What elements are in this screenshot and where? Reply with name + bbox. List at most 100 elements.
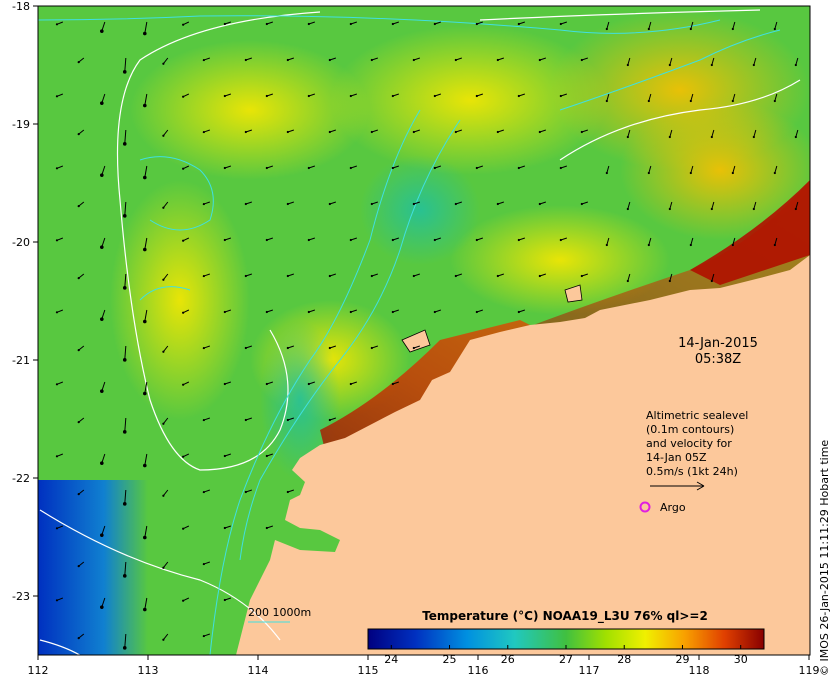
velocity-arrow-head (122, 142, 127, 146)
velocity-arrow-head (122, 70, 127, 74)
velocity-arrow-head (182, 383, 185, 386)
velocity-arrow-head (794, 207, 797, 211)
velocity-arrow-head (77, 205, 80, 208)
argo-label: Argo (660, 501, 686, 514)
velocity-arrow-head (265, 22, 268, 26)
velocity-arrow-head (349, 382, 352, 386)
velocity-arrow-head (647, 243, 650, 247)
altimetry-line: 14-Jan 05Z (646, 451, 707, 464)
velocity-arrow-head (202, 58, 205, 62)
velocity-arrow-head (244, 130, 247, 134)
velocity-arrow-head (223, 382, 226, 386)
velocity-arrow (144, 165, 148, 178)
velocity-arrow-head (475, 238, 478, 242)
velocity-arrow (144, 309, 148, 322)
velocity-arrow-head (265, 382, 268, 386)
velocity-arrow-head (162, 206, 165, 209)
colorbar-tick-label: 30 (734, 653, 748, 666)
lon-tick-label: 116 (468, 664, 489, 677)
velocity-arrow-head (202, 274, 205, 278)
velocity-arrow-head (100, 317, 104, 321)
velocity-arrow-head (433, 238, 436, 242)
velocity-arrow-head (605, 99, 608, 103)
velocity-arrow (162, 417, 169, 425)
velocity-arrow-head (370, 274, 373, 278)
velocity-arrow-head (647, 171, 650, 175)
velocity-arrow (627, 273, 631, 282)
velocity-arrow-head (559, 22, 562, 26)
lon-tick-label: 114 (248, 664, 269, 677)
velocity-arrow-head (731, 99, 734, 103)
lon-tick-label: 115 (358, 664, 379, 677)
longitude-axis: 112 113 114 115 116 117 118 119 (28, 655, 820, 677)
date-label: 14-Jan-2015 (678, 336, 758, 351)
velocity-arrow-head (773, 171, 776, 175)
velocity-arrow-head (454, 58, 457, 62)
velocity-arrow (124, 633, 127, 648)
velocity-arrow-head (100, 533, 104, 537)
velocity-arrow (795, 57, 799, 66)
velocity-arrow (144, 381, 148, 394)
velocity-arrow-head (202, 130, 205, 134)
velocity-arrow-head (244, 58, 247, 62)
velocity-arrow-head (794, 63, 797, 67)
velocity-arrow-head (328, 130, 331, 134)
velocity-arrow-head (223, 238, 226, 242)
velocity-arrow-head (475, 310, 478, 314)
velocity-arrow-head (370, 346, 373, 350)
velocity-arrow-head (605, 171, 608, 175)
velocity-arrow-head (55, 23, 59, 26)
velocity-arrow-head (182, 95, 185, 98)
velocity-arrow (774, 21, 778, 30)
velocity-arrow-head (182, 527, 185, 530)
altimetry-line: Altimetric sealevel (646, 409, 748, 422)
velocity-arrow-head (223, 526, 226, 530)
colorbar-tick-label: 25 (443, 653, 457, 666)
velocity-arrow-head (265, 310, 268, 314)
velocity-arrow-head (143, 391, 147, 396)
velocity-arrow-head (559, 238, 562, 242)
velocity-arrow (753, 129, 757, 138)
velocity-arrow-head (647, 99, 650, 103)
velocity-arrow-head (626, 207, 629, 211)
velocity-arrow-head (286, 490, 289, 494)
velocity-arrow (711, 201, 715, 210)
velocity-arrow (648, 93, 652, 102)
velocity-arrow-head (143, 463, 147, 468)
velocity-arrow-head (244, 490, 247, 494)
velocity-arrow-head (244, 346, 247, 350)
colorbar-ticks: 24 25 26 27 28 29 30 (384, 645, 748, 666)
velocity-arrow-head (370, 202, 373, 206)
velocity-arrow-head (328, 274, 331, 278)
velocity-arrow (711, 129, 715, 138)
velocity-arrow-head (244, 418, 247, 422)
velocity-arrow (669, 129, 673, 138)
velocity-arrow (627, 201, 631, 210)
velocity-arrow (648, 237, 652, 246)
lon-tick-label: 118 (689, 664, 710, 677)
velocity-arrow-head (517, 94, 520, 98)
velocity-arrow-head (328, 418, 331, 422)
velocity-arrow-head (265, 166, 268, 170)
velocity-arrow-head (412, 202, 415, 206)
velocity-arrow (606, 21, 610, 30)
velocity-arrow-head (475, 22, 478, 26)
velocity-arrow-head (55, 95, 59, 98)
velocity-arrow-head (391, 22, 394, 26)
velocity-arrow-head (286, 58, 289, 62)
velocity-arrow-head (223, 166, 226, 170)
velocity-arrow (124, 345, 127, 360)
colorbar-tick-label: 29 (675, 653, 689, 666)
velocity-arrow (162, 129, 169, 137)
velocity-arrow-head (668, 279, 671, 283)
velocity-arrow (774, 237, 778, 246)
velocity-arrow-head (244, 274, 247, 278)
velocity-arrow-head (55, 455, 59, 458)
velocity-arrow-head (55, 599, 59, 602)
velocity-arrow-head (265, 238, 268, 242)
velocity-arrow-head (122, 646, 127, 650)
velocity-arrow (162, 561, 169, 569)
plot-frame (37, 5, 811, 656)
velocity-arrow-head (100, 389, 104, 393)
velocity-arrow-head (433, 94, 436, 98)
